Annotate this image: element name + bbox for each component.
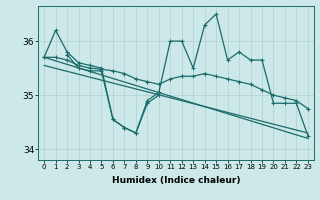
X-axis label: Humidex (Indice chaleur): Humidex (Indice chaleur)	[112, 176, 240, 185]
